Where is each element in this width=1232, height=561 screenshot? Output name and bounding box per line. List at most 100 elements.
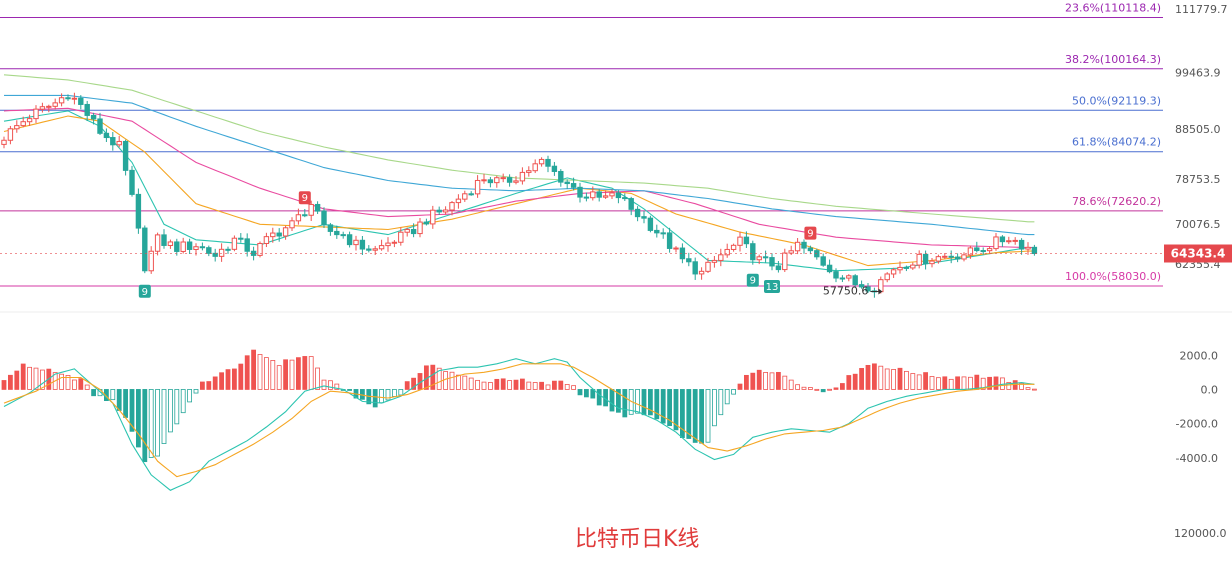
candle-body [263,236,270,244]
macd-bar [238,363,244,390]
candle-body [570,183,577,188]
fib-label: 100.0%(58030.0) [1065,270,1161,283]
candle-body [359,239,366,250]
macd-bar [654,389,660,420]
macd-bar [385,389,391,401]
macd-bar [244,355,250,390]
macd-bar [174,389,180,425]
macd-bar [974,374,980,390]
macd-bar [532,382,538,390]
macd-bar [257,354,263,390]
candle-body [257,242,263,256]
candle-body [129,169,135,195]
candle-body [769,257,775,267]
price-tick-label: 70076.5 [1175,218,1221,231]
macd-bar [263,357,269,390]
candle-body [116,140,122,146]
candle-body [225,248,231,251]
macd-bar [686,389,692,439]
candle-body [244,238,250,252]
candles[interactable] [1,92,1038,298]
macd-bar [155,389,161,457]
macd-bar [379,389,385,404]
macd-bar [769,372,775,390]
candle-body [519,171,526,182]
macd-bar [910,373,916,390]
macd-bar [193,389,199,394]
candle-body [1018,239,1025,250]
candle-body [506,177,513,183]
candle-body [558,170,564,183]
candle-body [743,236,750,245]
candle-body [698,270,705,275]
candle-body [686,258,692,263]
macd-bar [91,389,96,397]
candle-body [634,208,641,218]
candle-body [199,246,206,249]
candle-body [366,248,372,251]
macd-bar [993,376,999,390]
macd-bar [513,379,519,390]
candle-body [660,232,666,235]
candle-body [295,214,302,222]
candle-body [410,228,417,235]
macd-tick-label: -2000.0 [1176,418,1218,431]
macd-bar [872,363,877,390]
macd-bar [936,377,941,390]
macd-bar [295,357,301,390]
macd-bar [436,367,442,390]
candle-body [231,237,238,250]
candle-body [820,256,826,266]
candle-body [1025,246,1031,250]
macd-bar [648,389,653,416]
macd-bar [334,383,340,390]
macd-bar [148,389,154,458]
candle-body [705,261,711,272]
candle-body [583,196,590,199]
candle-body [334,230,340,236]
macd-bar [27,366,33,390]
candle-body [327,224,334,232]
candle-body [1031,246,1038,255]
candle-body [858,284,865,288]
candle-body [46,105,52,108]
macd-bar [545,384,551,390]
candle-body [711,259,718,263]
macd-bar [78,378,84,390]
candle-body [52,102,58,107]
macd-bar [520,378,525,390]
candle-body [39,106,46,110]
macd-bar [372,389,378,408]
macd-bar [308,356,314,390]
candle-body [718,254,724,261]
candle-body [238,237,244,240]
macd-pane [1,349,1037,491]
candle-body [615,192,622,199]
macd-bar [673,389,679,431]
td-marker-badge [138,284,151,298]
macd-bar [33,367,39,390]
macd-bar [987,376,992,390]
macd-bar [564,384,570,390]
macd-bar [808,387,813,390]
macd-bar [72,379,77,390]
candle-body [372,248,378,251]
macd-bar [980,377,986,390]
macd-bar [558,380,564,390]
candle-body [666,232,673,249]
candle-body [673,247,679,250]
macd-bar [929,376,935,390]
candle-body [20,121,26,127]
candle-body [346,234,353,246]
macd-bar [167,389,173,433]
macd-bar [609,389,615,412]
candle-body [65,97,71,100]
macd-bar [443,371,449,390]
candle-body [993,236,999,250]
candle-body [622,197,628,200]
candle-body [430,209,436,225]
macd-bar [622,389,628,418]
macd-bar [712,389,717,427]
